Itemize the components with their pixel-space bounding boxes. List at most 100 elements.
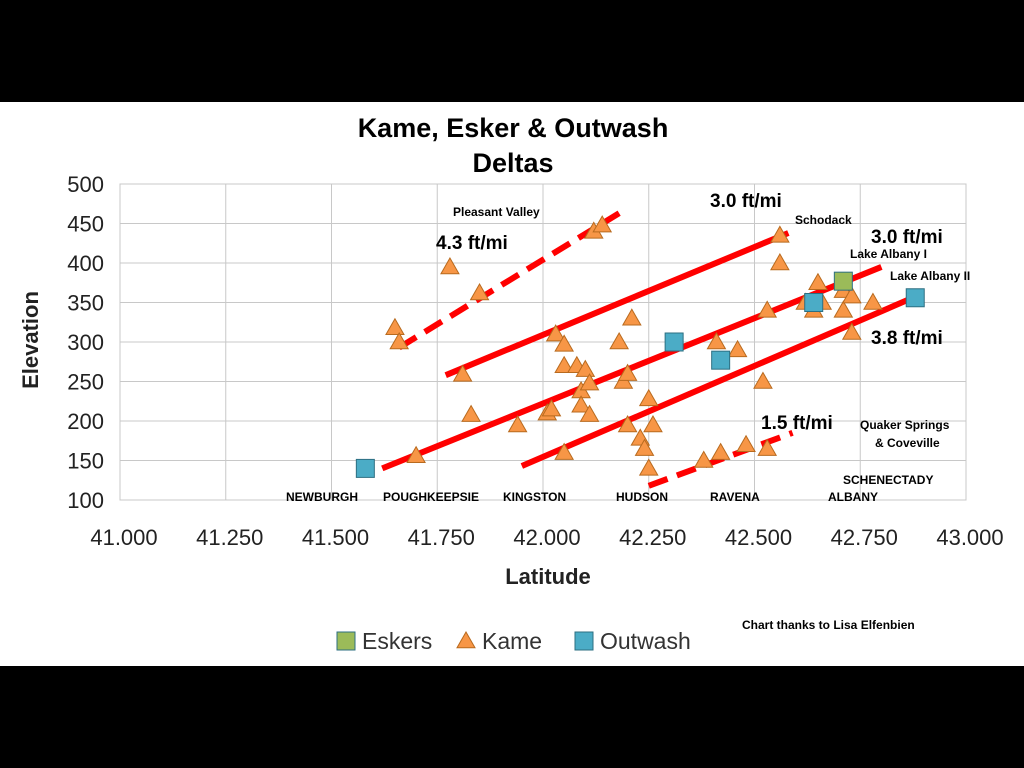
y-tick-label: 150 [67,449,104,474]
y-tick-label: 200 [67,409,104,434]
city-label-poughkeepsie: POUGHKEEPSIE [383,490,479,504]
city-label-hudson: HUDSON [616,490,668,504]
kame-point [545,324,566,342]
x-tick-label: 42.250 [619,525,686,550]
chart-title-line-1: Kame, Esker & Outwash [358,113,669,143]
y-tick-label: 450 [67,212,104,237]
kame-point [617,414,638,433]
kame-point [693,450,714,468]
grid-lines [119,183,967,501]
legend-marker-kame [456,630,476,649]
y-axis-label: Elevation [18,291,43,389]
outwash-point [804,293,824,312]
y-tick-labels: 100 150 200 250 300 350 400 450 500 [67,172,104,513]
kame-point [638,458,659,476]
x-tick-label: 41.250 [196,525,263,550]
kame-point [634,438,655,456]
legend-marker-outwash [574,631,594,651]
chart-credit: Chart thanks to Lisa Elfenbien [742,618,915,632]
place-label-quaker-springs: Quaker Springs [860,418,950,432]
kame-point [579,404,600,422]
place-label-schodack: Schodack [795,213,852,227]
kame-point [757,300,778,318]
trend-line [444,230,790,378]
kame-point [440,256,460,275]
kame-point [579,373,600,391]
kame-point [617,363,638,381]
y-tick-label: 100 [67,488,104,513]
eskers-point [833,271,853,291]
kame-point [706,331,727,350]
y-tick-label: 500 [67,172,104,197]
kame-point [710,442,731,460]
kame-point [507,414,528,433]
x-tick-label: 42.750 [831,525,898,550]
kame-point [833,300,854,318]
kame-point [727,339,748,358]
kame-point [638,388,659,407]
kame-point [389,331,410,350]
kame-point [592,215,613,233]
kame-point [753,371,773,389]
outwash-point [905,288,925,308]
city-label-ravena: RAVENA [710,490,760,504]
x-tick-label: 41.000 [90,525,157,550]
chart-title-line-2: Deltas [472,148,553,178]
kame-point [621,308,642,326]
kame-point [385,317,405,336]
slide-background [0,102,1024,666]
legend-label-kame: Kame [482,628,542,654]
kame-point [469,283,490,301]
slope-label-lake-albany: 3.0 ft/mi [871,227,943,248]
city-label-albany: ALBANY [828,490,878,504]
kame-point [571,395,591,413]
place-label-lake-albany-ii: Lake Albany II [890,269,970,283]
city-label-kingston: KINGSTON [503,490,566,504]
kame-point [406,445,426,464]
x-tick-label: 41.750 [408,525,475,550]
plot-area-border [119,183,967,501]
kame-point [757,438,778,456]
kame-point [575,359,596,377]
outwash-point [355,458,375,478]
y-tick-label: 350 [67,291,104,316]
kame-point [841,322,862,340]
kame-point [554,355,575,373]
legend: Eskers Kame Outwash [336,628,691,654]
kame-point [541,399,562,417]
outwash-point [711,350,731,370]
kame-point [461,404,481,422]
kame-point [863,292,883,310]
slope-label-pleasant-valley: 4.3 ft/mi [436,233,508,254]
x-tick-label: 43.000 [936,525,1003,550]
kame-point [736,434,756,452]
outwash-point [664,332,684,352]
x-tick-label: 42.000 [513,525,580,550]
data-points [355,215,925,478]
x-axis-label: Latitude [505,564,591,589]
kame-point [770,252,790,271]
place-label-pleasant-valley: Pleasant Valley [453,205,540,219]
x-tick-label: 41.500 [302,525,369,550]
city-label-newburgh: NEWBURGH [286,490,358,504]
trend-line [397,210,621,351]
legend-marker-eskers [336,631,356,651]
trend-line [381,264,883,472]
kame-point [554,442,575,460]
trend-line [520,295,913,469]
legend-label-eskers: Eskers [362,628,432,654]
kame-point [808,272,828,290]
slope-label-quaker-springs: 1.5 ft/mi [761,413,833,434]
kame-point [841,286,862,304]
x-tick-labels: 41.000 41.250 41.500 41.750 42.000 42.250 42.5… [90,525,1003,550]
x-tick-label: 42.500 [725,525,792,550]
place-label-schenectady: SCHENECTADY [843,473,933,487]
kame-point [452,364,473,382]
legend-label-outwash: Outwash [600,628,691,654]
kame-point [554,334,575,352]
y-tick-label: 300 [67,330,104,355]
y-tick-label: 250 [67,370,104,395]
kame-point [643,414,663,433]
kame-point [609,331,630,350]
